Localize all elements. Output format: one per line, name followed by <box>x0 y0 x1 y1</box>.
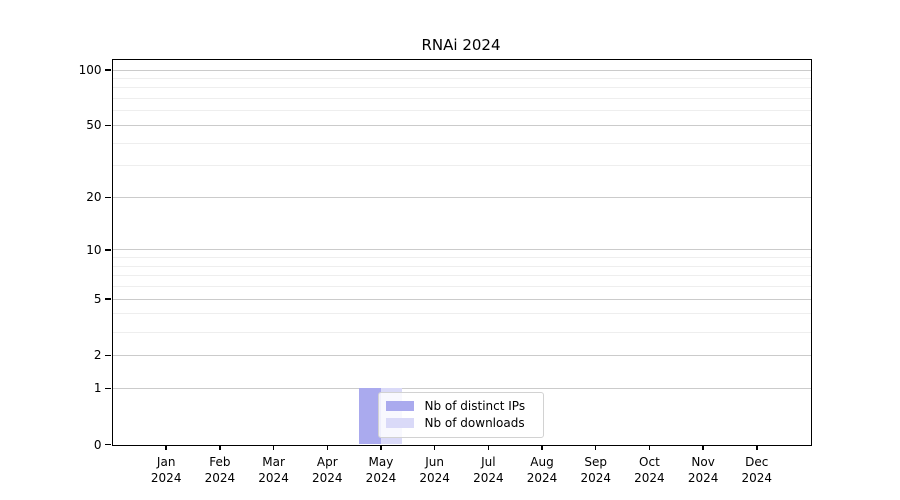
legend-label-distinct-ips: Nb of distinct IPs <box>424 399 526 413</box>
y-axis-tick <box>105 124 111 127</box>
x-axis-tick <box>433 444 436 450</box>
gridline-minor <box>112 87 811 89</box>
bar-distinct-ips-may <box>359 388 381 445</box>
y-axis-tick <box>105 443 111 446</box>
gridline-major <box>112 354 811 356</box>
x-tick-year: 2024 <box>365 471 397 486</box>
y-tick-label: 0 <box>93 437 102 452</box>
y-tick-label: 2 <box>93 348 102 363</box>
x-tick-month: Mar <box>262 454 285 469</box>
x-axis-tick <box>648 444 651 450</box>
y-tick-label: 10 <box>86 242 102 257</box>
y-axis-tick <box>105 249 111 251</box>
y-axis-tick <box>105 196 111 199</box>
x-tick-year: 2024 <box>526 471 558 486</box>
y-axis-tick <box>105 69 111 71</box>
x-axis-tick <box>165 444 167 450</box>
x-tick-month: Jul <box>481 454 496 469</box>
x-tick-label: Sep 2024 <box>580 454 611 488</box>
legend-entry-distinct-ips: Nb of distinct IPs <box>385 398 535 415</box>
x-axis-tick <box>487 444 490 450</box>
gridline-minor <box>112 77 811 79</box>
x-tick-label: Jan 2024 <box>151 454 182 488</box>
plot-area: Dec 2024 Nov 2024 Oct 2024 Sep 2024 Aug 2024 Jul 20… <box>79 58 812 485</box>
gridline-minor <box>112 286 811 288</box>
x-tick-label: May 2024 <box>366 454 397 488</box>
y-axis-tick <box>105 387 111 389</box>
x-tick-label: Apr 2024 <box>312 454 343 488</box>
gridline-major <box>112 387 811 389</box>
y-tick-label: 20 <box>86 190 102 205</box>
gridline-minor <box>112 257 811 259</box>
x-tick-label: Oct 2024 <box>634 454 665 488</box>
gridline-major <box>112 69 811 71</box>
y-axis-tick <box>105 298 111 300</box>
x-tick-label: Dec 2024 <box>742 454 773 488</box>
x-tick-month: Sep <box>584 454 608 469</box>
x-tick-year: 2024 <box>150 471 182 486</box>
legend-label-downloads: Nb of downloads <box>424 416 525 430</box>
x-axis-tick <box>272 444 275 450</box>
x-tick-year: 2024 <box>473 471 504 486</box>
x-tick-label: Aug 2024 <box>527 454 558 488</box>
x-tick-year: 2024 <box>311 471 343 486</box>
x-tick-label: Jul 2024 <box>473 454 504 488</box>
legend: Nb of distinct IPs Nb of downloads <box>377 391 544 438</box>
y-tick-label: 50 <box>86 118 102 133</box>
x-tick-month: Aug <box>530 454 554 469</box>
x-tick-month: Apr <box>316 454 338 469</box>
x-axis-tick <box>702 444 704 450</box>
chart-title: RNAi 2024 <box>421 36 501 54</box>
x-tick-month: Jun <box>425 454 445 469</box>
gridline-minor <box>112 265 811 267</box>
legend-swatch-downloads <box>385 418 414 428</box>
gridline-major <box>112 124 811 126</box>
x-tick-year: 2024 <box>634 471 665 486</box>
gridline-major <box>112 298 811 300</box>
x-tick-label: Jun 2024 <box>419 454 450 488</box>
legend-entry-downloads: Nb of downloads <box>385 415 535 432</box>
x-axis-tick <box>541 444 543 450</box>
x-tick-label: Feb 2024 <box>205 454 236 488</box>
x-tick-label: Mar 2024 <box>258 454 289 488</box>
x-axis-tick <box>594 444 597 450</box>
x-tick-month: May <box>368 454 394 469</box>
gridline-minor <box>112 313 811 315</box>
x-axis-tick <box>326 444 329 450</box>
x-tick-year: 2024 <box>741 471 773 486</box>
y-tick-label: 100 <box>78 63 102 78</box>
x-tick-month: Oct <box>639 454 660 469</box>
y-tick-label: 5 <box>93 292 102 307</box>
gridline-minor <box>112 331 811 333</box>
x-tick-month: Jan <box>156 454 176 469</box>
x-axis-tick <box>219 444 221 450</box>
y-axis-tick <box>105 354 111 357</box>
gridline-major <box>112 196 811 198</box>
gridline-minor <box>112 165 811 167</box>
x-tick-year: 2024 <box>258 471 289 486</box>
y-tick-label: 1 <box>93 381 102 396</box>
gridline-minor <box>112 110 811 112</box>
x-tick-month: Feb <box>209 454 231 469</box>
x-tick-year: 2024 <box>419 471 450 486</box>
x-tick-label: Nov 2024 <box>688 454 719 488</box>
x-tick-year: 2024 <box>687 471 719 486</box>
gridline-major <box>112 249 811 251</box>
x-tick-year: 2024 <box>204 471 236 486</box>
gridline-minor <box>112 142 811 144</box>
x-axis-tick <box>380 444 382 450</box>
x-axis-tick <box>756 444 758 450</box>
x-tick-month: Nov <box>691 454 715 469</box>
gridline-minor <box>112 275 811 277</box>
gridline-minor <box>112 98 811 100</box>
legend-swatch-distinct-ips <box>385 401 414 411</box>
x-tick-month: Dec <box>745 454 769 469</box>
x-tick-year: 2024 <box>580 471 611 486</box>
